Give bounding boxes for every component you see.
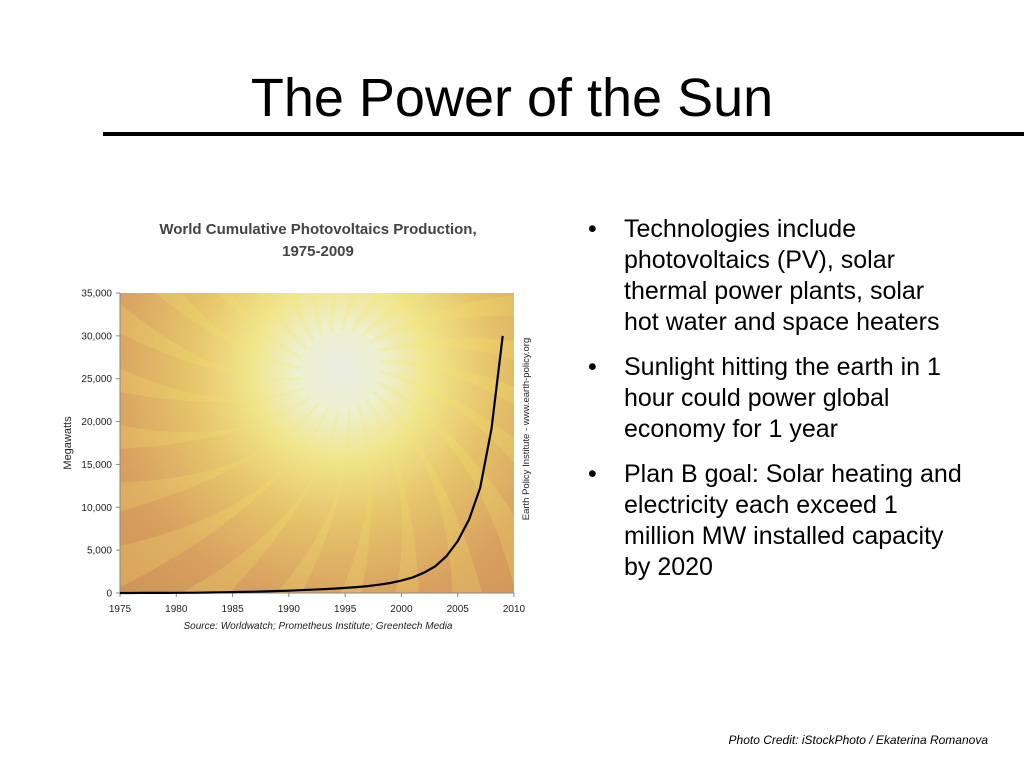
chart-source-note: Source: Worldwatch; Prometheus Institute…: [183, 621, 452, 632]
sun-ray: [374, 338, 514, 360]
sun-ray: [218, 293, 303, 360]
x-tick-labels: 1975 1980 1985 1990 1995 2000 2005 2010: [109, 593, 526, 615]
sun-ray: [340, 404, 372, 593]
chart-title-line-2: 1975-2009: [282, 243, 354, 260]
sun-ray: [372, 390, 483, 593]
photo-credit: Photo Credit: iStockPhoto / Ekaterina Ro…: [728, 733, 988, 747]
bullet-symbol: •: [588, 353, 597, 381]
sun-ray: [120, 407, 330, 588]
x-tick-label: 1985: [221, 604, 244, 615]
y-tick-label: 35,000: [81, 289, 112, 300]
sun-ray: [180, 409, 340, 593]
bullet-list: • Technologies include photovoltaics (PV…: [584, 214, 964, 597]
bullet-item: • Technologies include photovoltaics (PV…: [584, 214, 964, 338]
bullet-text: Sunlight hitting the earth in 1 hour cou…: [624, 353, 941, 443]
sun-ray: [155, 293, 301, 370]
sun-ray: [377, 380, 514, 587]
bullet-item: • Sunlight hitting the earth in 1 hour c…: [584, 352, 964, 445]
sun-ray: [368, 295, 514, 345]
sun-ray: [365, 398, 419, 593]
sun-ray: [360, 293, 434, 338]
sun-ray: [120, 402, 320, 512]
y-tick-label: 15,000: [81, 460, 112, 471]
sun-ray: [276, 408, 351, 593]
y-tick-label: 25,000: [81, 374, 112, 385]
plot-area: [120, 293, 514, 593]
title-underline: [103, 132, 1024, 136]
sun-ray: [378, 359, 514, 406]
sun-ray: [311, 293, 324, 336]
y-tick-label: 0: [106, 589, 112, 600]
y-tick-label: 10,000: [81, 503, 112, 514]
sun-ray: [259, 293, 308, 350]
bullet-text: Plan B goal: Solar heating and electrici…: [624, 460, 962, 581]
plot-background: [120, 293, 514, 593]
sun-ray: [340, 293, 360, 331]
x-tick-label: 2000: [390, 604, 413, 615]
y-tick-label: 30,000: [81, 331, 112, 342]
bullet-text: Technologies include photovoltaics (PV),…: [624, 215, 940, 336]
sun-ray: [350, 293, 387, 333]
x-tick-label: 1975: [109, 604, 132, 615]
chart-title-line-1: World Cumulative Photovoltaics Productio…: [159, 221, 476, 238]
slide-title: The Power of the Sun: [250, 68, 774, 128]
bullet-symbol: •: [588, 215, 597, 243]
y-tick-label: 5,000: [87, 546, 112, 557]
y-tick-labels: 0 5,000 10,000 15,000 20,000 25,000 30,000 35,0…: [81, 289, 120, 600]
x-tick-label: 1995: [334, 604, 357, 615]
chart-title: World Cumulative Photovoltaics Productio…: [159, 221, 476, 260]
sun-ray: [329, 293, 338, 332]
sun-ray: [120, 303, 302, 381]
bullet-symbol: •: [588, 460, 597, 488]
sun-ray: [120, 368, 306, 402]
sun-ray: [120, 395, 312, 449]
x-tick-label: 2005: [447, 604, 470, 615]
x-tick-label: 2010: [503, 604, 526, 615]
x-tick-label: 1990: [278, 604, 301, 615]
y-axis-label: Megawatts: [62, 416, 74, 470]
sun-rays: [120, 293, 514, 593]
pv-production-chart: World Cumulative Photovoltaics Productio…: [62, 221, 532, 632]
series-line-cumulative-pv: [120, 335, 504, 595]
sun-ray: [288, 293, 315, 342]
y-tick-label: 20,000: [81, 417, 112, 428]
x-tick-label: 1980: [165, 604, 188, 615]
bullet-item: • Plan B goal: Solar heating and electri…: [584, 459, 964, 583]
side-credit-label: Earth Policy Institute - www.earth-polic…: [521, 338, 532, 521]
